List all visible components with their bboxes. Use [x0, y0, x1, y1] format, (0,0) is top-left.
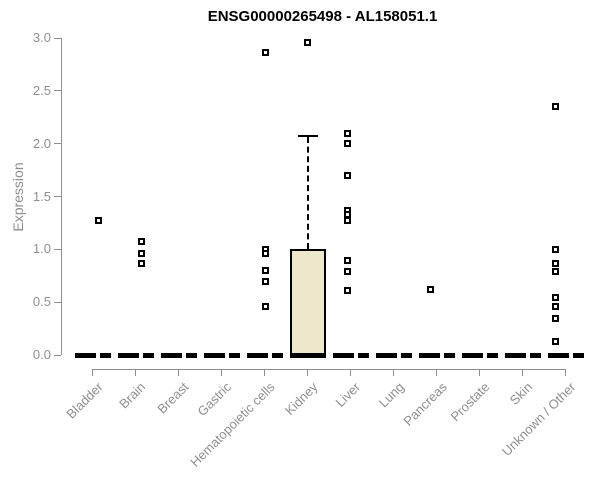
x-tick-label: Pancreas — [399, 379, 450, 429]
y-tick — [54, 143, 61, 145]
x-axis-line — [92, 369, 566, 370]
x-tick — [479, 369, 480, 376]
zero-bar — [504, 352, 541, 358]
zero-bar — [461, 352, 498, 358]
y-tick-label: 3.0 — [32, 30, 51, 45]
outlier-point — [552, 314, 559, 322]
outlier-point — [552, 259, 559, 267]
x-tick — [565, 369, 566, 376]
zero-bar — [246, 352, 283, 358]
outlier-point — [138, 238, 145, 246]
y-tick — [54, 301, 61, 303]
zero-bar — [289, 352, 326, 358]
zero-bar — [160, 352, 197, 358]
outlier-point — [262, 277, 269, 285]
outlier-point — [262, 250, 269, 258]
outlier-point — [304, 38, 311, 46]
x-tick — [350, 369, 351, 376]
outlier-point — [344, 257, 351, 265]
outlier-point — [552, 302, 559, 310]
y-tick-label: 2.5 — [32, 82, 51, 98]
x-tick-label: Prostate — [447, 379, 493, 425]
x-tick — [522, 369, 523, 376]
x-tick — [436, 369, 437, 376]
x-tick — [221, 369, 222, 376]
outlier-point — [344, 210, 351, 218]
x-tick-label: Gastric — [194, 379, 235, 420]
zero-bar — [418, 352, 455, 358]
outlier-point — [262, 266, 269, 274]
zero-bar — [332, 352, 369, 358]
x-tick-label: Liver — [332, 379, 364, 410]
y-tick-label: 0.5 — [32, 294, 51, 310]
y-axis-line — [61, 38, 62, 355]
outlier-point — [344, 217, 351, 225]
x-tick — [178, 369, 179, 376]
outlier-point — [344, 140, 351, 148]
outlier-point — [552, 103, 559, 111]
zero-bar — [203, 352, 240, 358]
outlier-point — [262, 302, 269, 310]
y-tick-label: 0.0 — [32, 347, 51, 362]
y-tick — [54, 196, 61, 197]
outlier-point — [344, 171, 351, 179]
outlier-point — [344, 287, 351, 295]
outlier-point — [552, 337, 559, 345]
zero-bar — [74, 352, 111, 358]
whisker-line — [306, 137, 309, 250]
y-tick — [54, 248, 61, 250]
box — [289, 249, 326, 355]
outlier-point — [95, 217, 102, 225]
outlier-point — [552, 245, 559, 253]
x-tick-label: Breast — [154, 379, 192, 417]
outlier-point — [552, 294, 559, 302]
zero-bar — [547, 352, 584, 358]
x-tick — [393, 369, 394, 376]
outlier-point — [427, 285, 434, 293]
x-tick — [307, 369, 308, 376]
x-tick-label: Brain — [116, 379, 149, 412]
whisker-cap — [297, 135, 318, 138]
x-tick — [135, 369, 136, 376]
y-tick-label: 1.5 — [32, 188, 51, 204]
outlier-point — [262, 49, 269, 57]
x-tick-label: Bladder — [63, 379, 106, 422]
outlier-point — [344, 129, 351, 137]
outlier-point — [344, 268, 351, 276]
y-tick — [54, 354, 61, 356]
y-tick — [54, 90, 61, 92]
y-tick-label: 1.0 — [32, 241, 51, 257]
y-tick-label: 2.0 — [32, 135, 51, 151]
outlier-point — [138, 250, 145, 258]
outlier-point — [552, 268, 559, 276]
zero-bar — [375, 352, 412, 358]
zero-bar — [117, 352, 154, 358]
y-tick — [54, 37, 61, 39]
outlier-point — [138, 259, 145, 267]
x-tick-label: Skin — [506, 379, 536, 408]
x-tick-label: Lung — [375, 379, 407, 411]
x-tick — [92, 369, 93, 376]
chart-title: ENSG00000265498 - AL158051.1 — [207, 8, 438, 25]
x-tick-label: Hematopoietic cells — [187, 379, 278, 470]
x-tick — [264, 369, 265, 376]
x-tick-label: Kidney — [281, 379, 321, 419]
